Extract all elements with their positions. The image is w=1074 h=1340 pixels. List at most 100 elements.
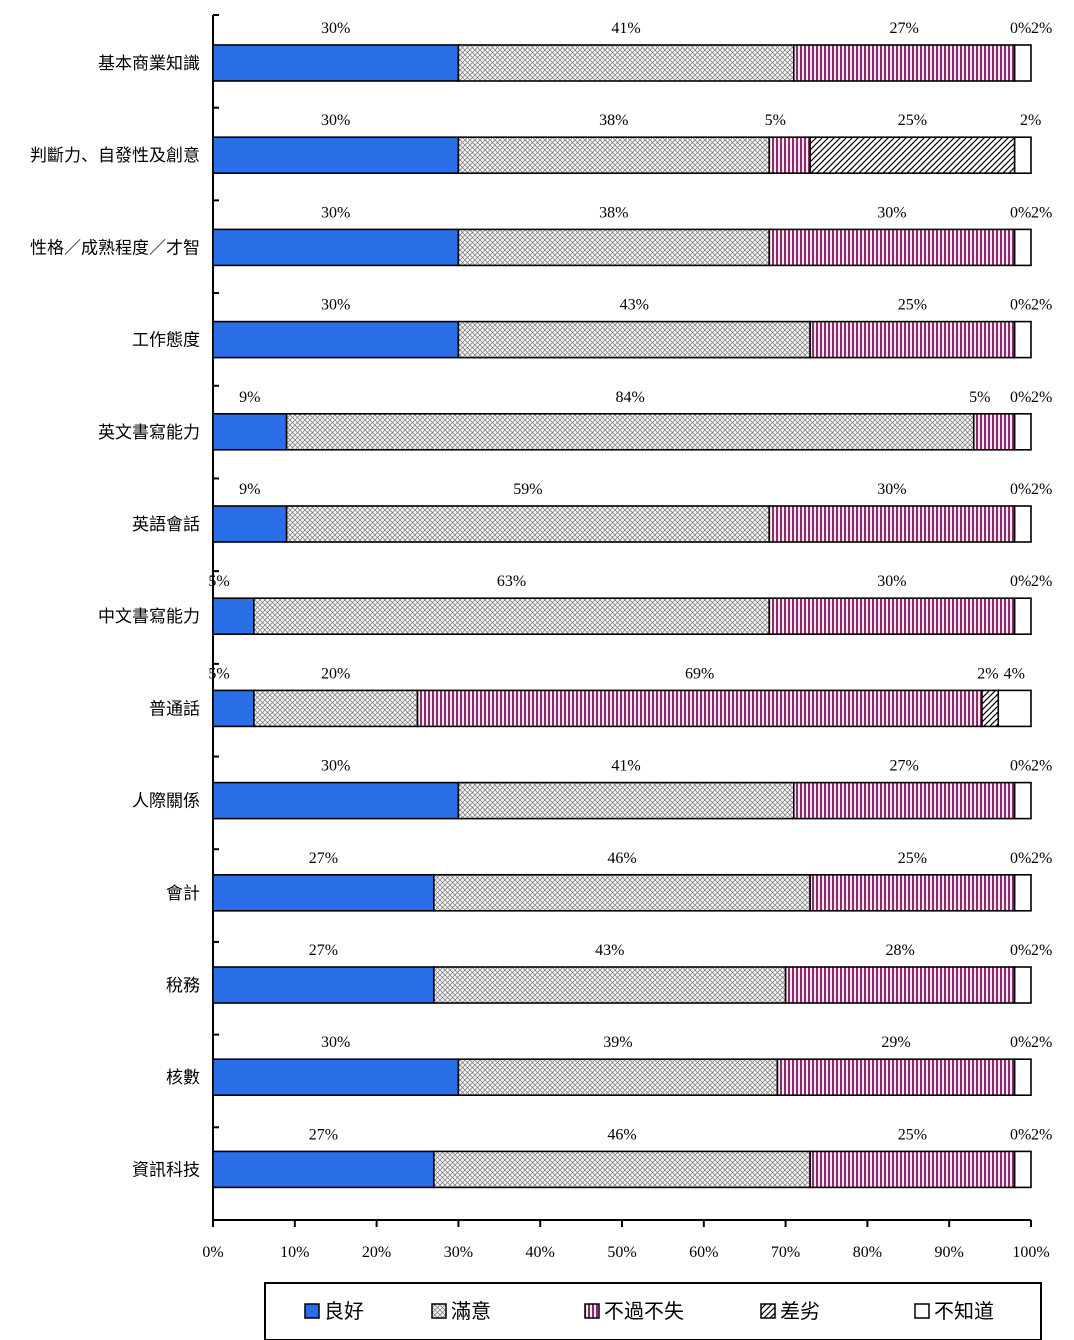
bar-segment-不過不失 [768,136,811,174]
x-tick-label: 90% [935,1244,964,1261]
legend-label: 滿意 [451,1299,491,1323]
category-label: 中文書寫能力 [98,607,200,627]
bar-segment-良好 [212,1058,460,1096]
bar-segment-滿意 [457,320,811,359]
data-label: 41% [611,20,640,37]
legend-swatch-不過不失 [584,1303,600,1319]
data-label: 30% [321,112,350,129]
data-label: 25% [898,112,927,129]
x-tick-label: 60% [689,1244,718,1261]
bar-segment-不過不失 [416,689,983,728]
legend-label: 不知道 [934,1299,994,1323]
bar-segment-不知道 [1013,136,1032,174]
legend-swatch-不知道 [914,1303,930,1319]
data-label: 46% [607,850,636,867]
bar-segment-不知道 [997,689,1032,728]
bar-segment-不過不失 [768,228,1016,267]
data-label: 0% [1010,1126,1031,1143]
bar-segment-不知道 [1013,966,1032,1004]
bar-segment-良好 [212,966,435,1004]
bar-segment-不過不失 [768,597,1016,636]
bar-segment-滿意 [457,1058,779,1096]
data-label: 0% [1010,758,1031,775]
category-label: 普通話 [149,699,200,719]
data-label: 0% [1010,850,1031,867]
data-label: 2% [1031,850,1052,867]
legend-swatch-滿意 [431,1303,447,1319]
x-tick-label: 70% [771,1244,800,1261]
data-label: 25% [898,850,927,867]
data-label: 2% [1020,112,1041,129]
data-label: 2% [1031,481,1052,498]
data-label: 0% [1010,204,1031,221]
bar-segment-滿意 [433,873,811,912]
data-label: 2% [1031,389,1052,406]
legend: 良好 滿意 不過不失 差劣 不知道 [264,1282,1042,1340]
bar-segment-良好 [212,320,460,359]
data-label: 2% [1031,758,1052,775]
bar-segment-不知道 [1013,320,1032,359]
data-label: 5% [208,573,229,590]
bar-segment-不知道 [1013,505,1032,543]
bar-segment-不過不失 [809,873,1016,912]
data-label: 30% [321,204,350,221]
data-label: 0% [1010,481,1031,498]
category-label: 人際關係 [132,792,200,812]
bar-segment-良好 [212,781,460,820]
category-label: 資訊科技 [132,1160,200,1180]
category-label: 會計 [166,884,200,904]
data-label: 0% [1010,20,1031,37]
bar-segment-滿意 [253,689,419,728]
bar-segment-不知道 [1013,873,1032,912]
data-label: 27% [309,942,338,959]
bar-segment-不過不失 [809,320,1016,359]
legend-label: 差劣 [780,1299,820,1323]
data-label: 2% [1031,942,1052,959]
data-label: 5% [765,112,786,129]
bar-segment-不過不失 [784,966,1016,1004]
data-label: 27% [890,758,919,775]
data-label: 43% [595,942,624,959]
bar-segment-良好 [212,873,435,912]
bar-segment-滿意 [457,136,771,174]
data-label: 2% [1031,297,1052,314]
bar-segment-不知道 [1013,597,1032,636]
bar-segment-不知道 [1013,1058,1032,1096]
x-tick-label: 40% [526,1244,555,1261]
x-tick-label: 80% [853,1244,882,1261]
data-label: 20% [321,665,350,682]
data-label: 25% [898,1126,927,1143]
data-label: 9% [239,481,260,498]
legend-label: 不過不失 [604,1299,684,1323]
x-tick-label: 20% [362,1244,391,1261]
data-label: 0% [1010,297,1031,314]
category-label: 工作態度 [132,331,200,351]
bar-segment-滿意 [433,1150,811,1189]
data-label: 2% [1031,573,1052,590]
bar-segment-滿意 [285,505,771,543]
bar-segment-良好 [212,689,255,728]
bar-segment-良好 [212,1150,435,1189]
data-label: 59% [513,481,542,498]
data-label: 0% [1010,942,1031,959]
x-tick-label: 10% [280,1244,309,1261]
category-label: 英語會話 [132,515,200,535]
bar-segment-不知道 [1013,412,1032,451]
data-label: 69% [685,665,714,682]
data-label: 2% [1031,20,1052,37]
bar-segment-不過不失 [792,44,1016,82]
bar-segment-滿意 [253,597,771,636]
legend-swatch-差劣 [760,1303,776,1319]
bar-segment-差劣 [981,689,1000,728]
data-label: 30% [321,297,350,314]
bar-segment-不知道 [1013,781,1032,820]
data-label: 46% [607,1126,636,1143]
data-label: 2% [1031,1034,1052,1051]
category-label: 性格／成熟程度／才智 [30,237,200,258]
data-label: 63% [497,573,526,590]
bar-segment-良好 [212,412,288,451]
bar-segment-不過不失 [768,505,1016,543]
category-label: 基本商業知識 [98,54,200,74]
data-label: 30% [321,20,350,37]
data-label: 38% [599,112,628,129]
